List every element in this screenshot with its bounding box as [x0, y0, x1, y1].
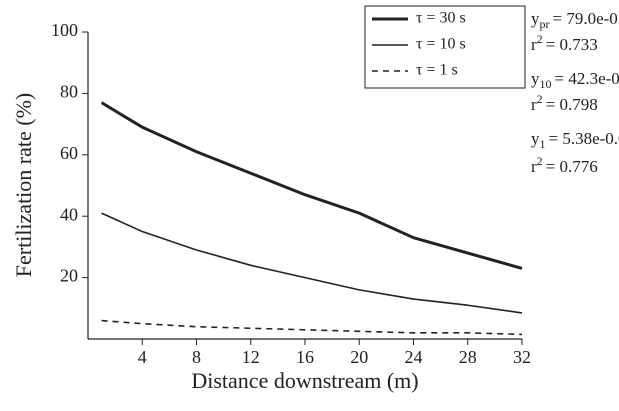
x-tick-label: 24 [405, 347, 423, 367]
eq-subscript: 10 [540, 77, 552, 91]
eq-rest: = 5.38e-0.0 [549, 129, 619, 148]
y-tick-label: 80 [60, 82, 78, 102]
eq-base: r [531, 95, 537, 114]
equation: y1 = 5.38e-0.0 [531, 129, 619, 151]
eq-rest: = 0.776 [546, 157, 598, 176]
eq-subscript: pr [540, 17, 550, 31]
data-line [100, 101, 523, 270]
legend-label: τ = 1 s [416, 62, 458, 79]
y-axis-title: Fertilization rate (%) [11, 93, 36, 277]
legend-label: τ = 10 s [416, 36, 466, 53]
eq-superscript: 2 [537, 92, 543, 106]
eq-base: y [531, 69, 540, 88]
data-line [101, 319, 523, 336]
x-tick-label: 12 [242, 347, 260, 367]
eq-base: y [531, 129, 540, 148]
data-line [101, 212, 523, 314]
x-tick-label: 8 [192, 347, 201, 367]
legend-box [364, 5, 526, 89]
eq-base: r [531, 157, 537, 176]
eq-base: r [531, 35, 537, 54]
y-tick-label: 20 [60, 266, 78, 286]
eq-rest: = 79.0e-0. [553, 9, 619, 28]
equation: r2 = 0.776 [531, 154, 598, 176]
x-tick-label: 16 [296, 347, 314, 367]
equation: y10 = 42.3e-0. [531, 69, 619, 91]
eq-rest: = 0.798 [546, 95, 598, 114]
eq-superscript: 2 [537, 32, 543, 46]
eq-base: y [531, 9, 540, 28]
x-tick-label: 4 [138, 347, 147, 367]
equation: r2 = 0.733 [531, 32, 598, 54]
equation: r2 = 0.798 [531, 92, 598, 114]
y-tick-label: 40 [60, 204, 78, 224]
x-tick-label: 28 [459, 347, 477, 367]
y-tick-label: 100 [51, 20, 78, 40]
x-tick-label: 20 [350, 347, 368, 367]
eq-rest: = 42.3e-0. [555, 69, 619, 88]
equation: ypr = 79.0e-0. [531, 9, 619, 31]
legend-label: τ = 30 s [416, 10, 466, 27]
x-axis-title: Distance downstream (m) [191, 368, 418, 393]
eq-subscript: 1 [540, 137, 546, 151]
x-tick-label: 32 [513, 347, 531, 367]
eq-superscript: 2 [537, 154, 543, 168]
y-tick-label: 60 [60, 143, 78, 163]
eq-rest: = 0.733 [546, 35, 598, 54]
